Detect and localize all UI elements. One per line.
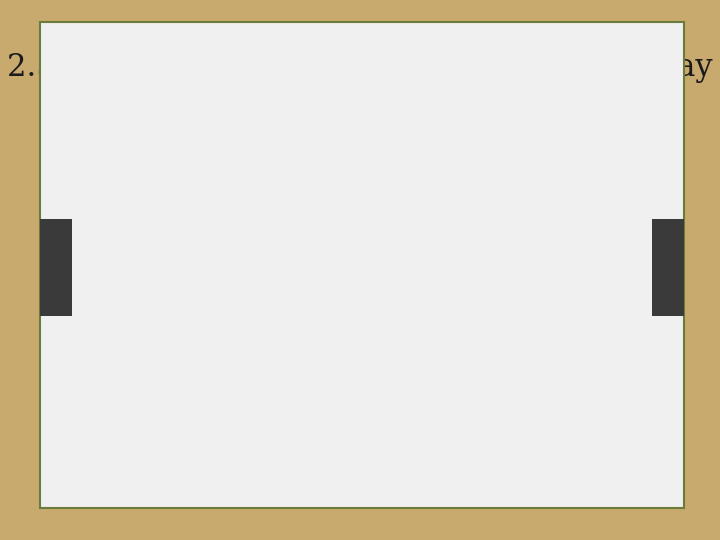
Text: ] as: ] as [315,274,351,293]
Text: Row major order stores multidimensional arrays by: Row major order stores multidimensional … [112,215,622,233]
Text: rows,: rows, [218,312,284,330]
Text: row: row [400,312,438,330]
Text: upper0-1: upper0-1 [428,327,485,340]
Text: •: • [44,141,57,161]
Text: upper: upper [158,312,217,330]
Text: 0: 0 [225,288,234,302]
Text: rows.: rows. [112,237,166,255]
Text: Represent multidimensional arrays:: Represent multidimensional arrays: [65,141,446,161]
Text: upper1: upper1 [330,339,400,357]
Text: order.: order. [341,177,406,195]
Text: and: and [197,177,246,195]
Text: 1: 1 [304,288,312,302]
Text: ,: , [306,312,318,330]
Text: (2/5): (2/5) [323,84,397,116]
Text: row major: row major [65,177,166,195]
Text: upper: upper [257,274,315,293]
Text: each row containing: each row containing [158,339,366,357]
Text: •: • [88,214,99,234]
Text: order: order [148,177,208,195]
Text: elements.: elements. [384,339,486,357]
Text: , …,: , …, [361,312,405,330]
Text: row: row [322,312,360,330]
Text: ][: ][ [238,274,253,293]
Text: ,: , [489,312,495,330]
Text: upper: upper [179,274,237,293]
Text: 0: 0 [205,326,214,340]
Text: 2.5 Representation of multidimensional array: 2.5 Representation of multidimensional a… [7,52,713,83]
Text: 0: 0 [294,326,303,340]
Text: 1: 1 [349,326,358,340]
Text: •: • [135,274,145,293]
Text: row: row [267,312,305,330]
Text: A[: A[ [158,274,180,293]
Text: column major: column major [235,177,371,195]
